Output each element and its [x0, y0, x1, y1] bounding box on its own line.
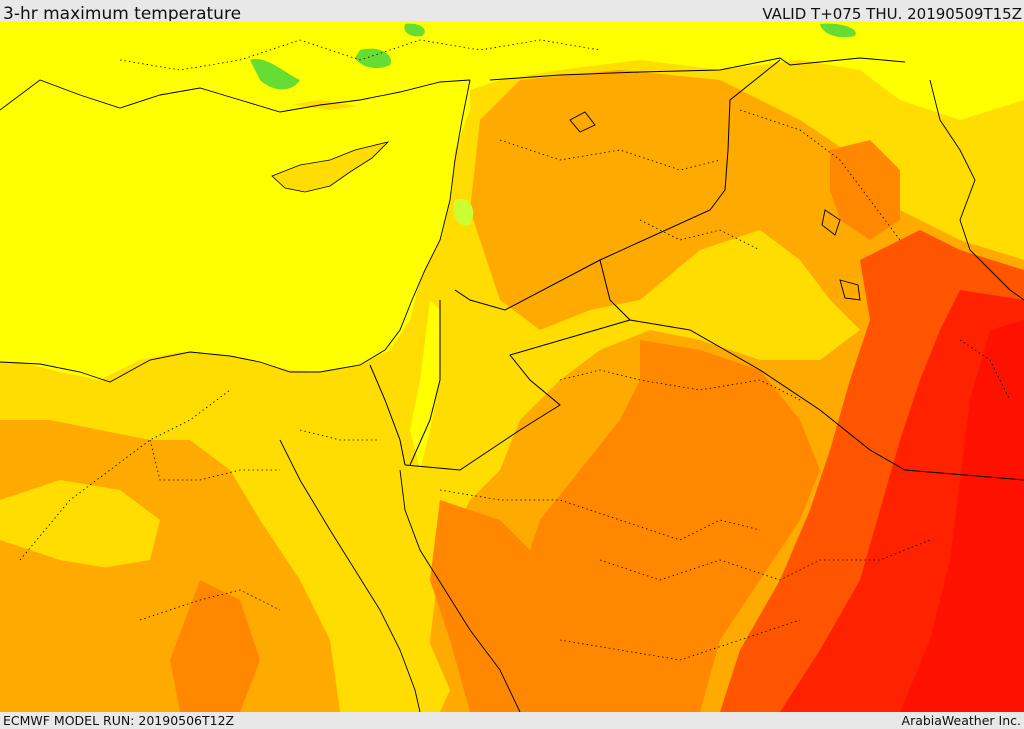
red-sea — [280, 440, 430, 712]
lake-assad — [569, 111, 596, 133]
region-green-3 — [404, 23, 425, 37]
dotted-4 — [299, 429, 380, 441]
cyprus — [271, 141, 390, 193]
dotted-11 — [639, 219, 761, 251]
mediterranean-sea — [0, 80, 470, 380]
dotted-8 — [559, 619, 801, 661]
valid-time-label: VALID T+075 THU. 20190509T15Z — [762, 5, 1022, 21]
dotted-3 — [139, 589, 281, 621]
dotted-6 — [559, 369, 801, 401]
region-orange-iraq — [830, 140, 900, 240]
jordan-valley — [410, 300, 440, 470]
dotted-1 — [19, 389, 231, 561]
coastline-med-east — [0, 79, 471, 383]
border-iraq-saudi — [599, 259, 1024, 481]
region-orange-hejaz — [430, 500, 560, 712]
region-gold-west — [0, 480, 160, 570]
region-orange-central — [520, 340, 820, 712]
model-run-label: ECMWF MODEL RUN: 20190506T12Z — [3, 713, 235, 728]
coastline-turkey — [0, 79, 471, 113]
dotted-10 — [739, 109, 901, 241]
border-egypt-israel — [369, 364, 406, 466]
coastlines — [0, 79, 1024, 712]
region-orange-egypt — [170, 580, 260, 712]
lake-iraq-2 — [839, 279, 861, 301]
region-lightgreen-lebanon — [453, 199, 474, 226]
border-turkey-syria — [489, 57, 906, 81]
map-title: 3-hr maximum temperature — [3, 4, 242, 21]
border-jordan-saudi — [404, 319, 631, 471]
province-borders — [19, 39, 1011, 661]
dotted-7 — [599, 539, 931, 581]
region-green-2 — [355, 48, 391, 69]
dotted-13 — [959, 339, 1011, 401]
region-yellow-north — [0, 21, 1024, 120]
coastline-red-sea-west — [279, 439, 421, 712]
header-bar: 3-hr maximum temperature VALID T+075 THU… — [0, 0, 1024, 21]
border-jordan-israel — [409, 300, 441, 466]
national-borders — [369, 57, 1024, 481]
coastline-red-sea-east — [399, 469, 521, 712]
region-deep-red — [900, 320, 1024, 712]
footer-bar: ECMWF MODEL RUN: 20190506T12Z ArabiaWeat… — [0, 712, 1024, 729]
coastline-caspian-gulf — [929, 79, 1024, 301]
border-syria-iraq-jordan — [454, 59, 781, 311]
dotted-2 — [149, 439, 280, 481]
lake-iraq-1 — [821, 209, 841, 236]
region-light-orange-north — [510, 70, 780, 220]
region-green-1 — [250, 59, 300, 90]
region-green-4 — [820, 23, 856, 38]
map-canvas — [0, 21, 1024, 712]
temperature-map-svg — [0, 21, 1024, 712]
credit-label: ArabiaWeather Inc. — [901, 713, 1021, 728]
dotted-12 — [119, 39, 601, 71]
